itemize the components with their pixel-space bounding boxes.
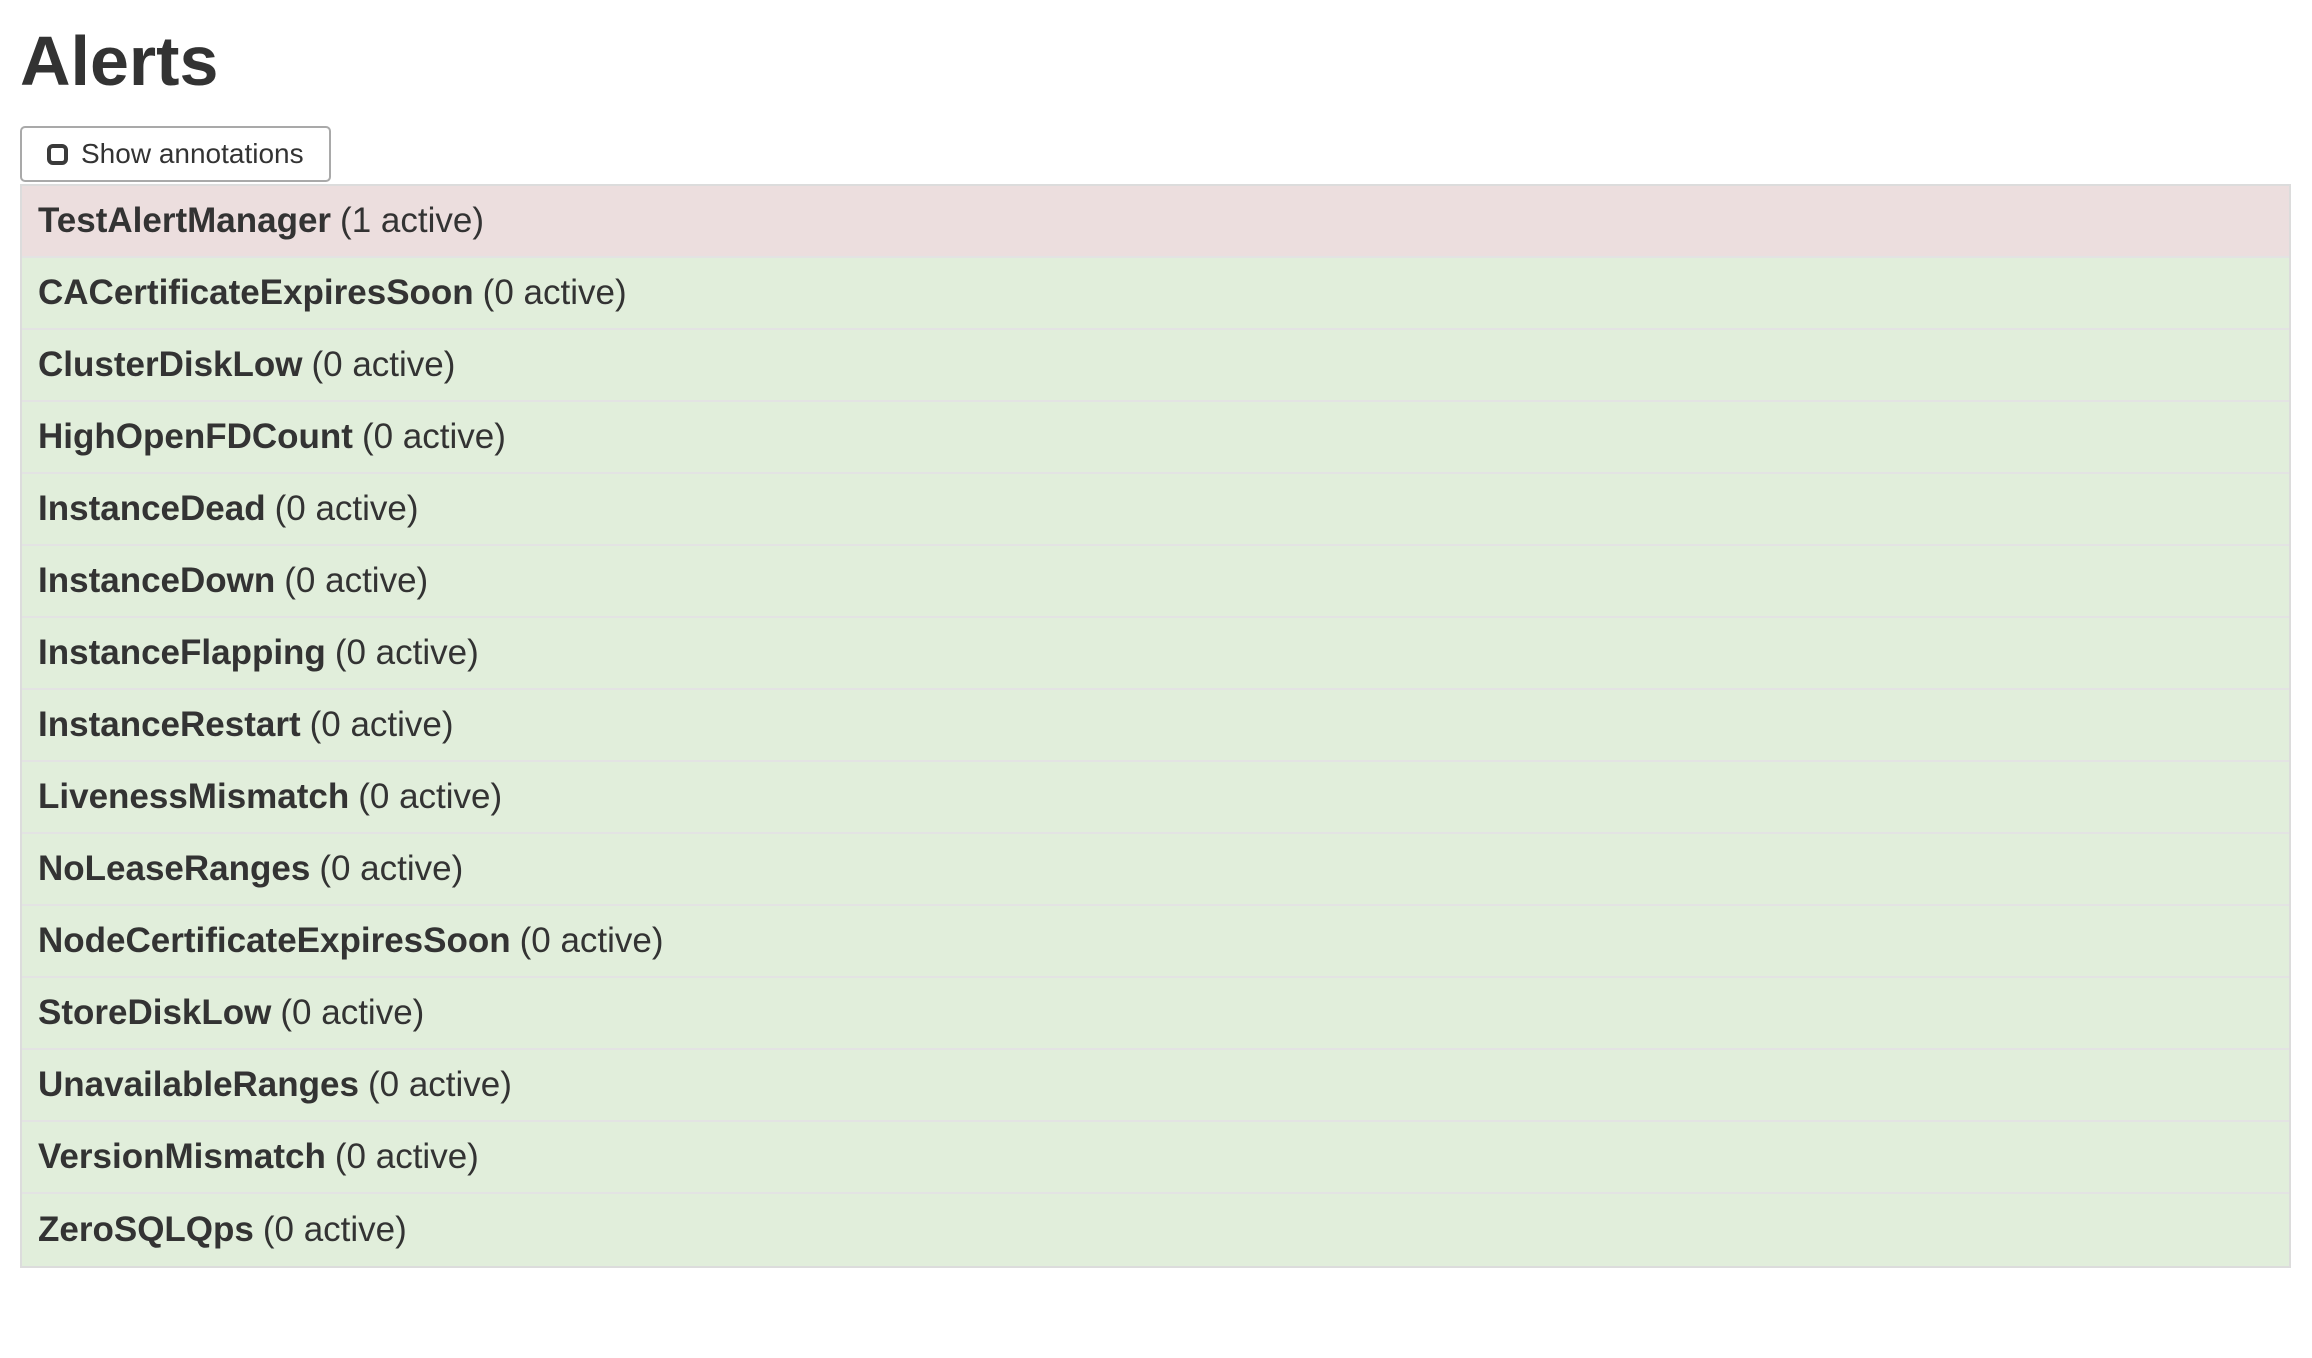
alert-row[interactable]: NoLeaseRanges (0 active) [22, 834, 2289, 906]
alert-active-count: (0 active) [519, 921, 664, 960]
alert-row[interactable]: InstanceRestart (0 active) [22, 690, 2289, 762]
alert-name: CACertificateExpiresSoon [38, 273, 474, 312]
alert-active-count: (0 active) [280, 993, 425, 1032]
alert-row[interactable]: TestAlertManager (1 active) [22, 186, 2289, 258]
alert-active-count: (0 active) [262, 1210, 407, 1249]
alerts-page: Alerts Show annotations TestAlertManager… [0, 26, 2312, 1268]
alert-row[interactable]: LivenessMismatch (0 active) [22, 762, 2289, 834]
alert-row[interactable]: UnavailableRanges (0 active) [22, 1050, 2289, 1122]
page-title: Alerts [20, 22, 219, 100]
alert-row[interactable]: ZeroSQLQps (0 active) [22, 1194, 2289, 1266]
alert-row[interactable]: InstanceDead (0 active) [22, 474, 2289, 546]
alert-row[interactable]: ClusterDiskLow (0 active) [22, 330, 2289, 402]
alert-name: InstanceFlapping [38, 633, 326, 672]
alert-active-count: (0 active) [309, 705, 454, 744]
alert-row[interactable]: NodeCertificateExpiresSoon (0 active) [22, 906, 2289, 978]
alert-active-count: (0 active) [284, 561, 429, 600]
alert-row[interactable]: CACertificateExpiresSoon (0 active) [22, 258, 2289, 330]
alert-active-count: (0 active) [311, 345, 456, 384]
alert-active-count: (0 active) [361, 417, 506, 456]
alerts-list: TestAlertManager (1 active) CACertificat… [20, 184, 2291, 1268]
alert-active-count: (1 active) [340, 201, 484, 240]
checkbox-icon[interactable] [47, 143, 68, 165]
alert-active-count: (0 active) [274, 489, 419, 528]
alert-active-count: (0 active) [334, 1137, 479, 1176]
alert-name: InstanceRestart [38, 705, 301, 744]
alert-name: NoLeaseRanges [38, 849, 311, 888]
alert-row[interactable]: HighOpenFDCount (0 active) [22, 402, 2289, 474]
alert-name: LivenessMismatch [38, 777, 350, 816]
alert-active-count: (0 active) [482, 273, 627, 312]
alert-active-count: (0 active) [367, 1065, 512, 1104]
alert-active-count: (0 active) [334, 633, 479, 672]
alert-name: InstanceDead [38, 489, 266, 528]
alert-row[interactable]: VersionMismatch (0 active) [22, 1122, 2289, 1194]
alert-active-count: (0 active) [358, 777, 503, 816]
alert-name: TestAlertManager [38, 201, 332, 240]
alert-row[interactable]: StoreDiskLow (0 active) [22, 978, 2289, 1050]
alert-row[interactable]: InstanceDown (0 active) [22, 546, 2289, 618]
alert-name: InstanceDown [38, 561, 276, 600]
alert-name: HighOpenFDCount [38, 417, 353, 456]
alert-name: UnavailableRanges [38, 1065, 359, 1104]
show-annotations-label: Show annotations [81, 138, 304, 169]
alert-name: VersionMismatch [38, 1137, 326, 1176]
show-annotations-button[interactable]: Show annotations [20, 126, 331, 182]
alert-name: StoreDiskLow [38, 993, 272, 1032]
alert-name: NodeCertificateExpiresSoon [38, 921, 511, 960]
alert-name: ClusterDiskLow [38, 345, 303, 384]
alert-row[interactable]: InstanceFlapping (0 active) [22, 618, 2289, 690]
alert-active-count: (0 active) [319, 849, 464, 888]
alert-name: ZeroSQLQps [38, 1210, 254, 1249]
